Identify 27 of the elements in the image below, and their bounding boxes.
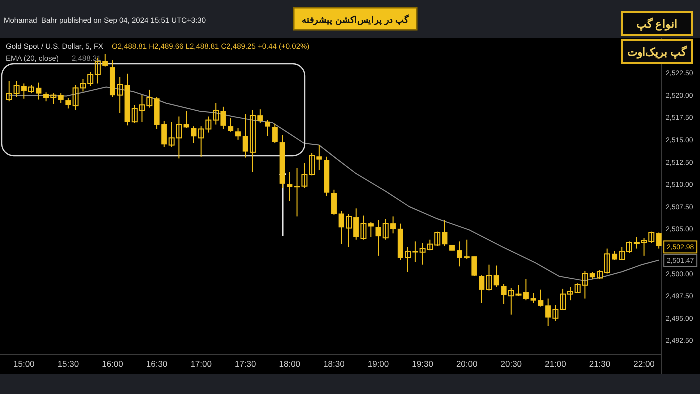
annotation: گپ بریک‌اوت xyxy=(627,45,688,59)
x-tick-label: 18:30 xyxy=(324,359,346,369)
x-tick-label: 22:00 xyxy=(634,359,656,369)
candlestick xyxy=(228,118,234,132)
text: گپ در پرایس‌اکشن پیشرفته xyxy=(302,14,410,26)
x-tick-label: 19:30 xyxy=(412,359,434,369)
candlestick xyxy=(265,120,271,137)
candlestick xyxy=(272,123,278,144)
candlestick xyxy=(58,93,64,104)
x-tick-label: 19:00 xyxy=(368,359,390,369)
candlestick xyxy=(287,172,293,202)
candlestick xyxy=(368,222,374,238)
candlestick xyxy=(236,128,242,140)
x-tick-label: 21:00 xyxy=(545,359,567,369)
candlestick xyxy=(494,265,500,288)
x-tick-label: 18:00 xyxy=(279,359,301,369)
text: انواع گپ xyxy=(636,17,678,31)
x-tick-label: 16:00 xyxy=(102,359,124,369)
x-tick-label: 17:30 xyxy=(234,359,257,369)
x-tick-label: 17:00 xyxy=(190,359,212,369)
x-tick-label: 20:00 xyxy=(456,359,478,369)
candlestick xyxy=(457,241,462,268)
x-tick-label: 15:00 xyxy=(14,359,36,369)
x-tick-label: 15:30 xyxy=(58,359,80,369)
x-tick-label: 16:30 xyxy=(146,359,168,369)
x-tick-label: 21:30 xyxy=(589,359,611,369)
x-tick-label: 20:30 xyxy=(500,359,522,369)
